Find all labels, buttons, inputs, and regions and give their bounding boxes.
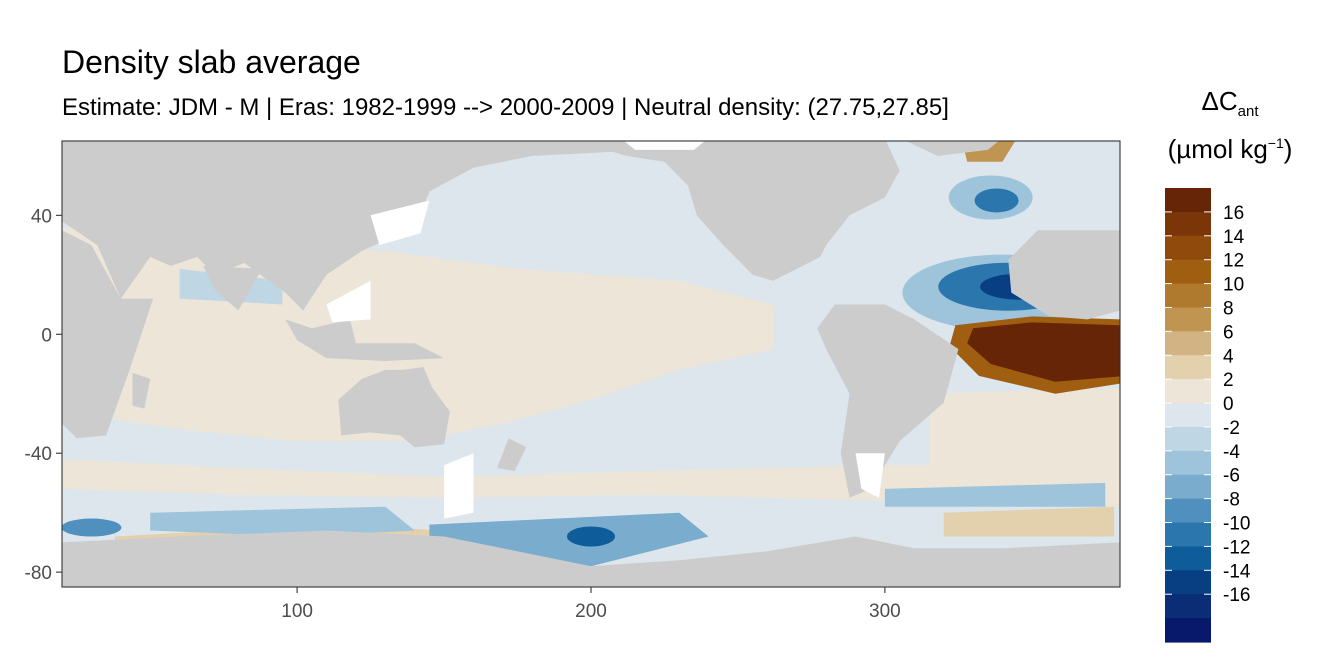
land-south-america bbox=[817, 304, 959, 498]
y-tick-label--80: -80 bbox=[25, 563, 52, 584]
legend-swatch-17 bbox=[1165, 594, 1211, 619]
legend-label-9: -2 bbox=[1223, 418, 1240, 439]
field-labrador-core bbox=[974, 188, 1019, 213]
legend-swatch-6 bbox=[1165, 331, 1211, 356]
unsampled-arctic-edge bbox=[624, 141, 705, 150]
legend-label-8: 0 bbox=[1223, 394, 1234, 415]
land-maritime-continent bbox=[285, 319, 445, 361]
legend-label-4: 8 bbox=[1223, 298, 1234, 319]
legend-label-2: 12 bbox=[1223, 251, 1244, 272]
land-greenland bbox=[906, 141, 999, 156]
chart-subtitle: Estimate: JDM - M | Eras: 1982-1999 --> … bbox=[62, 94, 949, 121]
legend-title: ΔCant bbox=[1201, 86, 1259, 120]
field-ross-sea-core bbox=[567, 526, 615, 547]
unsampled-asia-margin bbox=[370, 200, 430, 246]
legend-label-3: 10 bbox=[1223, 275, 1244, 296]
legend-swatch-8 bbox=[1165, 379, 1211, 404]
legend-swatch-14 bbox=[1165, 522, 1211, 548]
legend-swatch-0 bbox=[1165, 188, 1211, 213]
y-tick-label--40: -40 bbox=[25, 444, 52, 465]
legend-swatch-3 bbox=[1165, 259, 1211, 285]
land-north-america bbox=[577, 141, 900, 281]
legend-swatch-4 bbox=[1165, 283, 1211, 309]
legend-swatch-12 bbox=[1165, 474, 1211, 500]
y-tick-label-0: 0 bbox=[41, 325, 52, 346]
legend-label-0: 16 bbox=[1223, 203, 1244, 224]
legend-swatch-18 bbox=[1165, 618, 1211, 643]
x-tick-label-300: 300 bbox=[869, 601, 901, 622]
land-africa-west bbox=[1008, 230, 1120, 320]
y-tick-label-40: 40 bbox=[31, 206, 52, 227]
land-india bbox=[203, 265, 262, 311]
legend-swatch-1 bbox=[1165, 211, 1211, 237]
legend-label-13: -10 bbox=[1223, 514, 1250, 535]
land-madagascar bbox=[132, 372, 151, 409]
land-antarctica bbox=[62, 530, 1120, 587]
land-new-zealand bbox=[497, 438, 527, 471]
unsampled-antarctic-shelf-a bbox=[444, 453, 474, 519]
legend-label-16: -16 bbox=[1223, 585, 1250, 606]
legend-swatch-15 bbox=[1165, 546, 1211, 571]
legend-unit: (µmol kg−1) bbox=[1167, 134, 1293, 164]
land-africa bbox=[62, 230, 154, 439]
legend-label-14: -12 bbox=[1223, 537, 1250, 558]
legend-label-15: -14 bbox=[1223, 561, 1251, 582]
chart-title: Density slab average bbox=[62, 44, 361, 80]
land-australia bbox=[338, 367, 450, 448]
field-indian-negative bbox=[62, 518, 122, 537]
legend-label-1: 14 bbox=[1223, 227, 1245, 248]
field-tropical-atlantic-core bbox=[967, 322, 1120, 382]
x-tick-label-100: 100 bbox=[281, 601, 313, 622]
legend-swatch-9 bbox=[1165, 403, 1211, 428]
legend-label-11: -6 bbox=[1223, 466, 1240, 487]
legend-swatch-10 bbox=[1165, 426, 1211, 452]
field-south-atlantic-positive bbox=[929, 387, 1120, 471]
legend-swatch-16 bbox=[1165, 570, 1211, 595]
legend-swatch-7 bbox=[1165, 355, 1211, 380]
legend-swatch-11 bbox=[1165, 450, 1211, 476]
field-weddell-positive bbox=[943, 506, 1115, 537]
legend-label-6: 4 bbox=[1223, 346, 1234, 367]
field-atlantic-sector-negative bbox=[884, 482, 1106, 507]
unsampled-patagonia-shelf bbox=[855, 453, 885, 498]
legend-swatch-5 bbox=[1165, 307, 1211, 332]
legend-swatch-13 bbox=[1165, 498, 1211, 524]
unsampled-maritime bbox=[326, 280, 371, 323]
land-eurasia bbox=[62, 141, 856, 311]
legend-label-10: -4 bbox=[1223, 442, 1240, 463]
legend-swatch-2 bbox=[1165, 235, 1211, 261]
field-southern-negative-a bbox=[150, 506, 415, 537]
legend-label-7: 2 bbox=[1223, 370, 1234, 391]
legend-label-12: -8 bbox=[1223, 490, 1240, 511]
legend-label-5: 6 bbox=[1223, 322, 1234, 343]
map-field bbox=[62, 141, 1120, 587]
x-tick-label-200: 200 bbox=[575, 601, 607, 622]
